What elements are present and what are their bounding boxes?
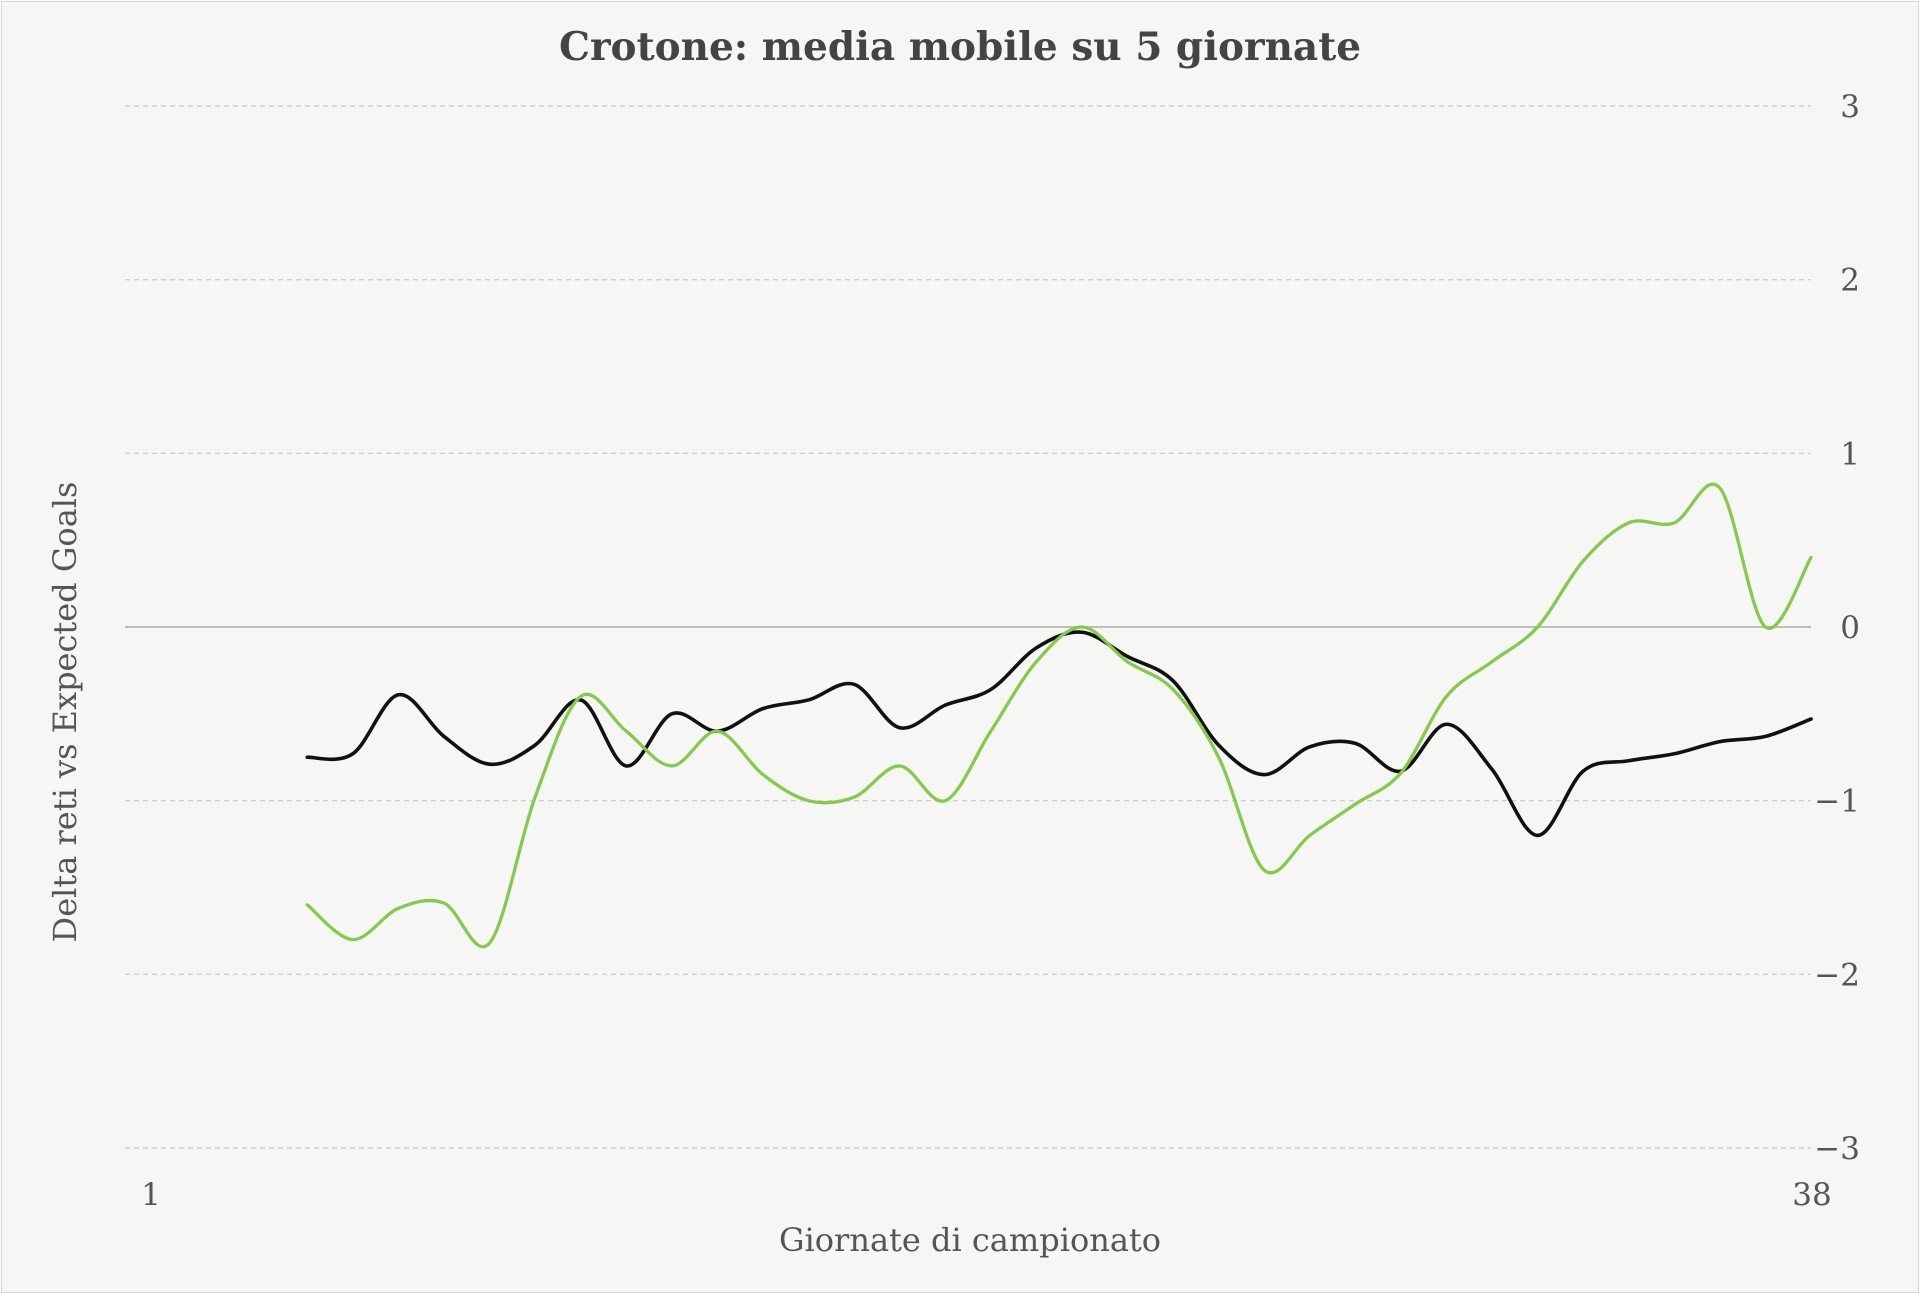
data-point — [761, 773, 764, 776]
data-point — [1126, 660, 1129, 663]
data-point — [898, 764, 901, 767]
data-point — [807, 698, 810, 701]
data-point — [761, 707, 764, 710]
data-point — [1536, 834, 1539, 837]
data-point — [1308, 745, 1311, 748]
x-tick-label: 1 — [141, 1177, 161, 1213]
x-axis-label: Giornate di campionato — [779, 1221, 1161, 1259]
data-point — [1718, 487, 1721, 490]
data-point — [1399, 771, 1402, 774]
data-point — [1718, 740, 1721, 743]
data-point — [1536, 626, 1539, 629]
data-point — [488, 763, 491, 766]
data-point — [1445, 723, 1448, 726]
data-point — [1080, 631, 1083, 634]
data-point — [306, 903, 309, 906]
y-tick-label: −3 — [1814, 1131, 1860, 1167]
data-point — [1810, 718, 1813, 721]
data-point — [807, 799, 810, 802]
data-point — [1217, 744, 1220, 747]
data-point — [944, 704, 947, 707]
data-point — [670, 712, 673, 715]
data-point — [989, 688, 992, 691]
y-tick-label: 2 — [1840, 263, 1860, 299]
data-point — [488, 942, 491, 945]
data-point — [579, 695, 582, 698]
y-tick-labels: 3 2 1 0 −1 −2 −3 — [1814, 89, 1860, 1167]
data-point — [1354, 742, 1357, 745]
data-point — [853, 796, 856, 799]
data-point — [1764, 626, 1767, 629]
data-point — [1491, 768, 1494, 771]
data-point — [898, 726, 901, 729]
y-tick-label: −1 — [1814, 784, 1860, 820]
series-layer — [305, 482, 1813, 949]
data-point — [1080, 626, 1083, 629]
y-tick-label: 1 — [1840, 436, 1860, 472]
data-point — [1764, 735, 1767, 738]
data-point — [1126, 655, 1129, 658]
data-point — [944, 799, 947, 802]
data-point — [1217, 756, 1220, 759]
y-tick-label: −2 — [1814, 957, 1860, 993]
data-point — [1035, 660, 1038, 663]
data-point — [1035, 646, 1038, 649]
data-point — [534, 744, 537, 747]
data-point — [1445, 695, 1448, 698]
series-line-1 — [305, 630, 1813, 838]
data-point — [351, 938, 354, 941]
data-point — [1354, 803, 1357, 806]
data-point — [1172, 688, 1175, 691]
chart-title: Crotone: media mobile su 5 giornate — [559, 24, 1361, 70]
data-point — [397, 693, 400, 696]
data-point — [1308, 834, 1311, 837]
data-point — [1627, 759, 1630, 762]
data-point — [306, 756, 309, 759]
data-point — [442, 735, 445, 738]
data-point — [442, 902, 445, 905]
data-point — [351, 752, 354, 755]
data-point — [989, 730, 992, 733]
data-point — [1263, 773, 1266, 776]
x-tick-labels: 1 38 — [141, 1177, 1832, 1213]
data-point — [1810, 556, 1813, 559]
y-tick-label: 0 — [1840, 610, 1860, 646]
series-line-2 — [305, 482, 1813, 949]
data-point — [1673, 752, 1676, 755]
data-point — [1582, 560, 1585, 563]
data-point — [1582, 770, 1585, 773]
y-axis-label: Delta reti vs Expected Goals — [46, 482, 84, 943]
data-point — [534, 796, 537, 799]
data-point — [1627, 521, 1630, 524]
data-point — [1673, 521, 1676, 524]
x-tick-label: 38 — [1792, 1177, 1831, 1213]
data-point — [853, 683, 856, 686]
data-point — [1263, 869, 1266, 872]
data-point — [1172, 679, 1175, 682]
data-point — [625, 764, 628, 767]
y-tick-label: 3 — [1840, 89, 1860, 125]
data-point — [625, 730, 628, 733]
data-point — [670, 764, 673, 767]
grid-layer — [125, 105, 1811, 1149]
data-point — [1491, 660, 1494, 663]
data-point — [716, 730, 719, 733]
data-point — [397, 907, 400, 910]
